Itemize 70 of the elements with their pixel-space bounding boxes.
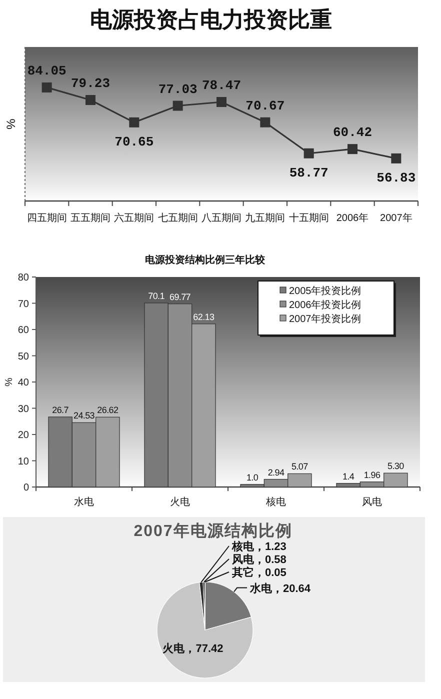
y-tick-label: 0: [23, 482, 30, 494]
data-label: 70.65: [114, 134, 154, 150]
data-label: 5.30: [388, 461, 404, 472]
point: [42, 82, 52, 92]
data-label: ，0.05: [254, 567, 286, 579]
data-label: ，1.23: [254, 541, 286, 553]
y-tick-label: 20: [18, 430, 30, 441]
data-label: 1.96: [364, 470, 380, 480]
data-label: ，77.42: [184, 642, 224, 655]
point: [216, 97, 226, 107]
x-tick-label: 2007年: [380, 212, 412, 224]
y-tick-label: 80: [18, 272, 30, 284]
x-tick-label: 六五期间: [114, 212, 154, 224]
y-tick-label: 70: [18, 298, 30, 310]
data-label: 26.62: [97, 405, 118, 416]
x-tick-label: 核电: [265, 496, 286, 508]
x-tick-label: 火电: [170, 496, 190, 508]
x-tick-label: 2006年: [336, 212, 369, 224]
legend-label: 2005年投资比例: [289, 285, 362, 297]
point: [391, 153, 402, 164]
chart-title: 电源投资结构比例三年比较: [145, 254, 266, 266]
data-label: 62.13: [193, 312, 214, 322]
data-label: 60.42: [332, 125, 372, 140]
x-tick-label: 九五期间: [245, 212, 286, 224]
data-label: 84.05: [27, 63, 67, 78]
data-label: ，0.58: [254, 554, 286, 566]
x-tick-label: 四五期间: [26, 212, 67, 224]
x-tick-label: 风电: [362, 496, 382, 508]
data-label: 69.77: [169, 292, 191, 302]
point: [260, 117, 270, 128]
chart-title: 电源投资占电力投资比重: [90, 7, 332, 33]
slice-label: 火电: [162, 642, 186, 655]
x-tick-label: 五五期间: [70, 212, 110, 224]
y-tick-label: 40: [18, 378, 30, 388]
data-label: ，20.64: [272, 582, 312, 595]
data-label: 78.47: [202, 78, 242, 93]
x-tick-label: 八五期间: [202, 212, 242, 224]
chart-title: 2007年电源结构比例: [134, 522, 292, 540]
data-label: 70.1: [148, 290, 165, 301]
data-label: 5.07: [292, 462, 308, 472]
slice-label: 核电: [231, 540, 255, 553]
y-tick-label: 50: [18, 351, 30, 362]
x-tick-label: 十五期间: [288, 212, 329, 224]
y-tick-label: 30: [18, 404, 30, 415]
y-tick-label: 60: [18, 325, 30, 336]
data-label: 56.83: [376, 170, 416, 186]
y-axis-title: %: [4, 118, 18, 130]
data-label: 58.77: [289, 165, 328, 180]
legend-label: 2006年投资比例: [289, 299, 362, 311]
point: [172, 100, 183, 111]
x-tick-label: 七五期间: [158, 212, 198, 224]
data-label: 77.03: [158, 82, 198, 97]
legend-label: 2007年投资比例: [289, 313, 362, 325]
data-label: 24.53: [73, 410, 95, 421]
point: [348, 144, 358, 154]
slice-label: 其它: [231, 566, 254, 579]
slice-label: 风电: [231, 553, 255, 566]
x-tick-label: 水电: [74, 496, 94, 508]
slice-label: 水电: [249, 582, 274, 595]
data-label: 79.23: [70, 76, 110, 92]
data-label: 1.0: [246, 472, 258, 482]
point: [304, 148, 314, 158]
y-axis-title: %: [4, 377, 15, 386]
data-label: 1.4: [342, 471, 354, 482]
point: [129, 117, 140, 128]
point: [86, 95, 96, 106]
data-label: 2.94: [268, 467, 284, 478]
data-label: 26.7: [52, 404, 69, 415]
data-label: 70.67: [246, 98, 285, 114]
y-tick-label: 10: [18, 456, 30, 468]
